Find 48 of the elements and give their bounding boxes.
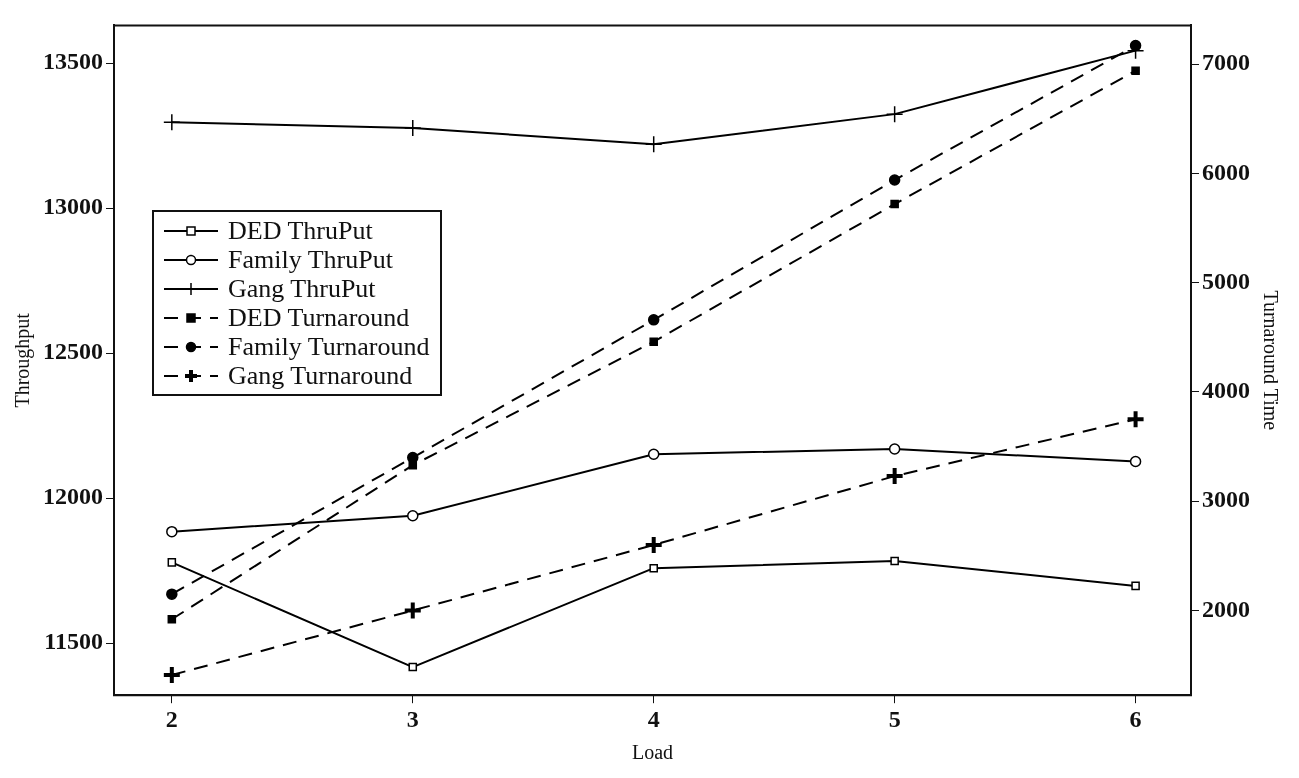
point (890, 199, 899, 209)
point (884, 466, 905, 487)
x-tick-label: 6 (1129, 705, 1142, 732)
y-tick-label: 13000 (43, 193, 103, 220)
legend-label: Family Turnaround (228, 332, 430, 362)
y-tick-label: 12500 (43, 338, 103, 365)
point (888, 443, 901, 455)
x-axis-title: Load (631, 741, 674, 764)
point (890, 556, 899, 566)
point (161, 664, 182, 685)
point (167, 614, 177, 624)
y-axis-title: Throughput (11, 312, 35, 408)
point (407, 509, 419, 522)
y2-tick-label: 4000 (1202, 377, 1250, 404)
point (649, 337, 658, 347)
x-tick-label: 3 (406, 705, 419, 732)
y2-tick-label: 2000 (1202, 595, 1250, 622)
point (408, 460, 418, 470)
point (643, 534, 664, 555)
point (166, 525, 178, 538)
x-tick-label: 4 (647, 705, 660, 732)
point (1129, 455, 1142, 468)
legend-label: Family ThruPut (228, 245, 393, 275)
point (1125, 409, 1146, 430)
legend-label: DED ThruPut (228, 216, 373, 246)
point (167, 558, 177, 567)
point (888, 174, 901, 186)
legend-label: Gang Turnaround (228, 361, 413, 391)
legend-label: Gang ThruPut (228, 274, 376, 304)
y-tick-label: 13500 (43, 48, 103, 75)
y2-axis-title: Turnaround Time (1259, 290, 1282, 431)
y-tick-label: 12000 (43, 483, 103, 510)
point (166, 588, 178, 600)
point (1131, 66, 1140, 76)
legend-label: DED Turnaround (228, 303, 410, 333)
y2-tick-label: 6000 (1202, 158, 1250, 185)
point (649, 563, 658, 573)
point (647, 448, 660, 460)
point (402, 600, 423, 621)
point (408, 662, 418, 672)
y-tick-label: 11500 (44, 628, 103, 655)
y2-tick-label: 5000 (1202, 267, 1250, 294)
point (647, 314, 660, 326)
y2-tick-label: 3000 (1202, 486, 1250, 513)
y2-tick-label: 7000 (1202, 49, 1250, 76)
x-tick-label: 5 (888, 705, 901, 732)
point (1131, 581, 1140, 591)
x-tick-label: 2 (165, 705, 178, 732)
